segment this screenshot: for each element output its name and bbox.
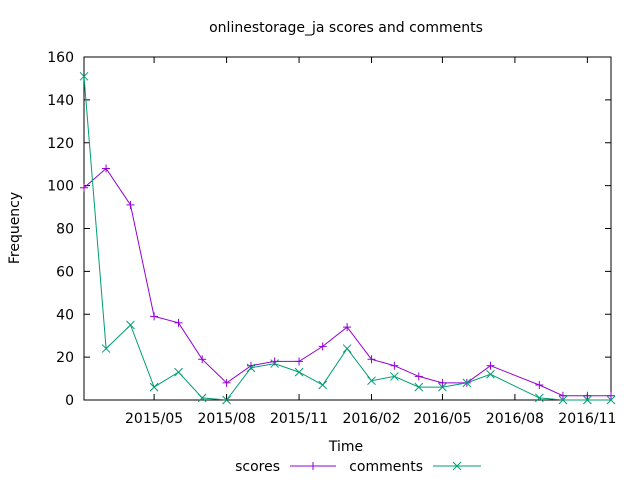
y-axis-label: Frequency xyxy=(7,192,23,264)
data-point-scores xyxy=(343,323,352,332)
y-tick-label: 60 xyxy=(56,264,74,280)
chart-title: onlinestorage_ja scores and comments xyxy=(209,20,483,36)
data-point-comments xyxy=(534,393,544,403)
data-point-scores xyxy=(583,391,592,400)
data-point-scores xyxy=(174,318,183,327)
data-point-comments xyxy=(462,378,472,388)
y-tick-label: 40 xyxy=(56,307,74,323)
data-point-comments xyxy=(558,395,568,405)
legend-marker xyxy=(309,462,317,470)
legend-marker xyxy=(452,461,462,471)
data-point-comments xyxy=(101,344,111,353)
legend-item-scores: scores xyxy=(235,459,336,475)
data-point-comments xyxy=(126,320,135,330)
data-point-comments xyxy=(318,380,328,390)
data-point-comments xyxy=(270,359,279,368)
data-point-comments xyxy=(390,372,399,381)
legend-label: comments xyxy=(349,459,423,475)
data-point-comments xyxy=(438,382,447,392)
y-tick-label: 140 xyxy=(47,93,74,109)
y-axis: 0 20 40 60 80 100 120 140 160 xyxy=(47,50,611,409)
x-tick-label: 2016/02 xyxy=(342,411,400,427)
series-layer xyxy=(79,71,616,405)
data-point-scores xyxy=(318,342,327,351)
data-point-scores xyxy=(126,200,135,209)
data-point-comments xyxy=(246,363,256,373)
series-line-scores xyxy=(83,167,611,397)
data-point-comments xyxy=(367,376,376,386)
data-point-comments xyxy=(79,71,89,81)
data-point-scores xyxy=(535,380,544,389)
data-point-scores xyxy=(607,391,615,400)
data-point-scores xyxy=(198,355,207,364)
data-point-comments xyxy=(222,395,231,405)
y-tick-label: 80 xyxy=(56,222,74,238)
data-point-scores xyxy=(80,183,88,192)
y-tick-label: 20 xyxy=(56,350,74,366)
series-scores xyxy=(80,164,615,400)
data-point-comments xyxy=(149,382,159,392)
data-point-scores xyxy=(102,164,111,173)
y-tick-label: 0 xyxy=(65,393,74,409)
x-tick-label: 2016/05 xyxy=(413,411,471,427)
data-point-comments xyxy=(606,395,616,405)
data-point-scores xyxy=(295,357,304,366)
data-point-comments xyxy=(342,344,352,353)
x-tick-label: 2015/05 xyxy=(125,411,183,427)
y-tick-label: 160 xyxy=(47,50,74,66)
series-comments xyxy=(79,71,616,405)
data-point-scores xyxy=(222,378,231,387)
x-tick-label: 2015/08 xyxy=(197,411,255,427)
data-point-comments xyxy=(486,369,495,379)
x-axis: 2015/05 2015/08 2015/11 2016/02 2016/05 2016/… xyxy=(125,57,616,427)
x-axis-label: Time xyxy=(328,439,363,455)
data-point-comments xyxy=(197,393,207,403)
x-tick-label: 2016/08 xyxy=(486,411,544,427)
data-point-comments xyxy=(174,367,183,377)
data-point-scores xyxy=(438,378,447,387)
y-tick-label: 120 xyxy=(47,136,74,152)
data-point-scores xyxy=(486,361,495,370)
data-point-comments xyxy=(414,382,424,392)
data-point-comments xyxy=(583,395,592,405)
series-line-comments xyxy=(83,76,611,401)
x-tick-label: 2015/11 xyxy=(270,411,328,427)
y-tick-label: 100 xyxy=(47,179,74,195)
data-point-scores xyxy=(414,372,423,381)
data-point-comments xyxy=(294,367,304,377)
legend: scores comments xyxy=(235,459,481,475)
data-point-scores xyxy=(558,391,567,400)
legend-item-comments: comments xyxy=(349,459,481,475)
legend-label: scores xyxy=(235,459,280,475)
data-point-scores xyxy=(367,355,376,364)
data-point-scores xyxy=(150,312,159,321)
data-point-scores xyxy=(390,361,399,370)
x-tick-label: 2016/11 xyxy=(558,411,616,427)
